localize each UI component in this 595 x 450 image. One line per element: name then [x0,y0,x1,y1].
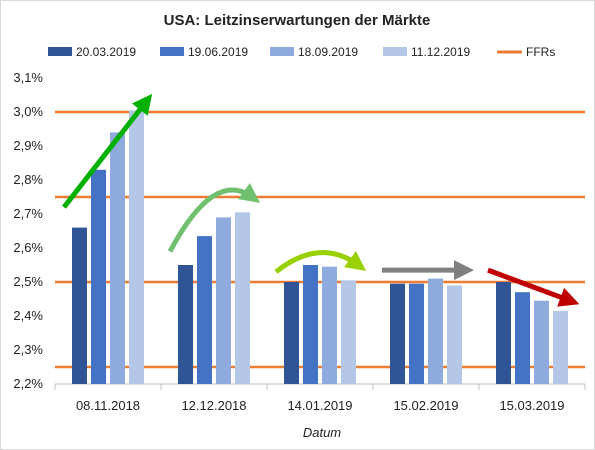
y-tick-label: 3,1% [13,70,43,85]
bar [197,236,212,384]
x-tick-label: 15.02.2019 [393,398,458,413]
bar [303,265,318,384]
x-tick-label: 14.01.2019 [287,398,352,413]
bar [178,265,193,384]
bar [534,300,549,384]
y-tick-label: 2,3% [13,342,43,357]
legend: 20.03.2019 19.06.2019 18.09.2019 11.12.2019… [48,45,555,59]
bar [110,132,125,384]
bar [322,266,337,384]
bar [341,280,356,384]
bar [284,282,299,384]
bar [129,110,144,385]
bar [515,292,530,384]
bar [428,278,443,384]
legend-swatch [270,47,294,56]
legend-label: 18.09.2019 [298,45,358,59]
y-tick-label: 2,6% [13,240,43,255]
y-tick-label: 3,0% [13,104,43,119]
chart-title: USA: Leitzinserwartungen der Märkte [164,12,431,29]
legend-label: 20.03.2019 [76,45,136,59]
trend-arrows [62,93,580,307]
legend-label: 11.12.2019 [411,45,470,59]
bar [553,310,568,384]
bar [91,169,106,384]
bar [496,282,511,384]
trend-arrow [487,267,580,307]
bar [72,227,87,384]
legend-label: 19.06.2019 [188,45,248,59]
y-tick-label: 2,4% [13,308,43,323]
x-axis-label: Datum [303,425,341,440]
x-tick-label: 08.11.2018 [76,398,140,413]
trend-arrow [274,250,367,274]
legend-swatch [383,47,407,56]
x-tick-label: 12.12.2018 [181,398,246,413]
y-tick-label: 2,5% [13,274,43,289]
bars [72,110,568,385]
bar [235,212,250,384]
bar [390,283,405,384]
bar [409,283,424,384]
legend-label-ffrs: FFRs [526,45,555,59]
bar [447,285,462,384]
x-tick-label: 15.03.2019 [499,398,564,413]
y-tick-label: 2,8% [13,172,43,187]
bar [216,217,231,384]
legend-swatch [48,47,72,56]
trend-arrow [62,93,153,209]
y-tick-label: 2,7% [13,206,43,221]
y-tick-label: 2,9% [13,138,43,153]
y-axis: 2,2% 2,3% 2,4% 2,5% 2,6% 2,7% 2,8% 2,9% 3,0% 3,1% [13,70,43,391]
legend-swatch [160,47,184,56]
trend-arrow [167,183,261,253]
x-axis: 08.11.2018 12.12.2018 14.01.2019 15.02.2019… [54,384,586,413]
y-tick-label: 2,2% [13,376,43,391]
